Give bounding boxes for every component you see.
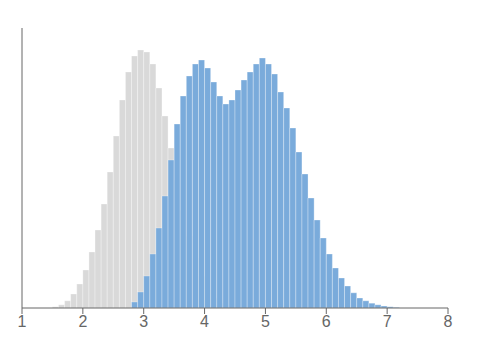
svg-text:3: 3 (139, 313, 148, 330)
svg-text:1: 1 (18, 313, 27, 330)
svg-text:8: 8 (444, 313, 453, 330)
svg-text:2: 2 (78, 313, 87, 330)
svg-text:4: 4 (200, 313, 209, 330)
svg-text:6: 6 (322, 313, 331, 330)
svg-text:7: 7 (383, 313, 392, 330)
svg-text:5: 5 (261, 313, 270, 330)
